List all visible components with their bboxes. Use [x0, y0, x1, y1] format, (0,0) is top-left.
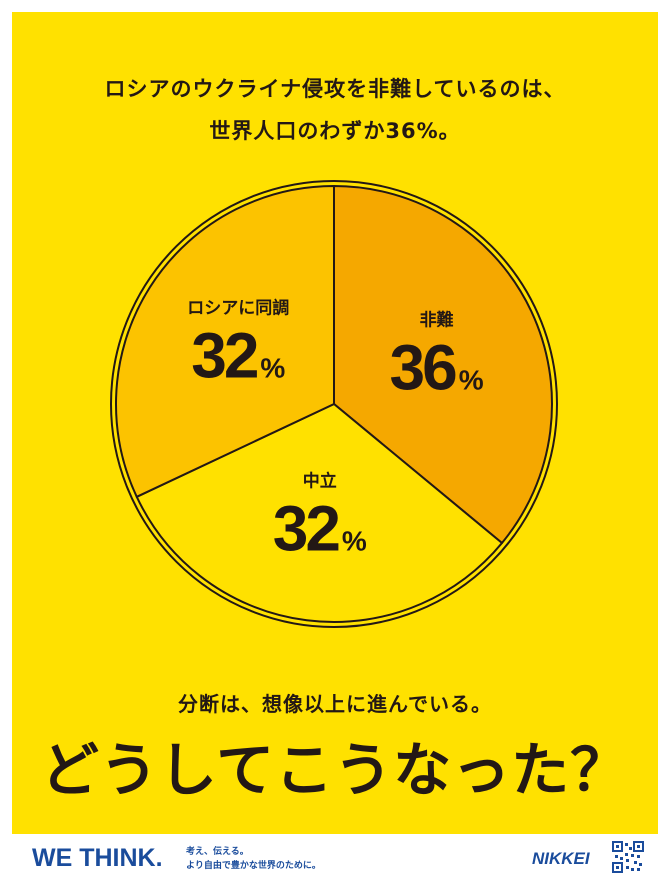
headline-line-1: ロシアのウクライナ侵攻を非難しているのは、 [104, 77, 566, 101]
qr-code-icon[interactable] [612, 841, 644, 873]
slice-value-2: 32% [191, 319, 285, 391]
pie-outer-ring [110, 180, 558, 628]
headline: ロシアのウクライナ侵攻を非難しているのは、 世界人口のわずか36%。 [12, 68, 658, 152]
big-question: どうしてこうなった？ [40, 736, 630, 804]
tagline-line-2: より自由で豊かな世界のために。 [186, 861, 321, 871]
pie-slice-2 [115, 185, 335, 498]
slice-value-0: 36% [390, 332, 484, 404]
slice-label-1: 中立 [303, 470, 337, 491]
we-think-brand: WE THINK. [32, 844, 163, 872]
slice-value-1: 32% [273, 492, 367, 564]
tagline: 考え、伝える。 より自由で豊かな世界のために。 [186, 845, 321, 873]
slice-label-0: 非難 [420, 310, 454, 331]
poster: ロシアのウクライナ侵攻を非難しているのは、 世界人口のわずか36%。 非難 36%… [12, 12, 658, 834]
pie-slice-1 [135, 403, 503, 623]
pie-slice-0 [333, 185, 553, 544]
slice-label-2: ロシアに同調 [187, 297, 289, 318]
nikkei-logo: NIKKEI [532, 849, 590, 868]
headline-line-2: 世界人口のわずか36%。 [209, 119, 461, 143]
tagline-line-1: 考え、伝える。 [186, 847, 249, 857]
subline: 分断は、想像以上に進んでいる。 [178, 692, 492, 716]
footer-bar: WE THINK. 考え、伝える。 より自由で豊かな世界のために。 NIKKEI [12, 834, 658, 884]
